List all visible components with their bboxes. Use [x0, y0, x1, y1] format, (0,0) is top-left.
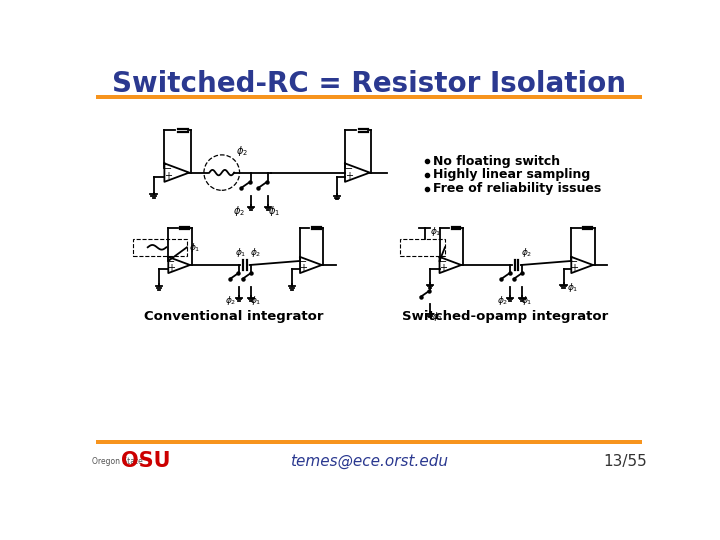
- Text: +: +: [300, 263, 307, 273]
- Text: OSU: OSU: [121, 451, 171, 471]
- Text: $\phi_2$: $\phi_2$: [225, 294, 237, 307]
- Text: −: −: [570, 256, 579, 267]
- Text: −: −: [168, 256, 176, 267]
- Text: Free of reliability issues: Free of reliability issues: [433, 183, 600, 195]
- Text: Switched-opamp integrator: Switched-opamp integrator: [402, 310, 608, 323]
- Text: $\phi_1$: $\phi_1$: [521, 294, 533, 307]
- Text: +: +: [570, 263, 579, 273]
- Text: temes@ece.orst.edu: temes@ece.orst.edu: [290, 454, 448, 469]
- Text: −: −: [438, 256, 447, 267]
- Bar: [96, 95, 642, 99]
- Text: $\phi_1$: $\phi_1$: [189, 241, 200, 254]
- Text: $\phi_2$: $\phi_2$: [236, 144, 248, 158]
- Text: $\phi_1$: $\phi_1$: [567, 281, 579, 294]
- Text: $\phi_1$: $\phi_1$: [432, 310, 444, 323]
- Bar: [96, 440, 642, 444]
- Text: Switched-RC = Resistor Isolation: Switched-RC = Resistor Isolation: [112, 70, 626, 98]
- Text: $\phi_2$: $\phi_2$: [233, 204, 245, 218]
- Text: +: +: [345, 171, 353, 181]
- Text: +: +: [164, 171, 172, 181]
- Text: −: −: [345, 164, 353, 174]
- Text: $\phi_2$: $\phi_2$: [521, 246, 533, 259]
- Text: Conventional integrator: Conventional integrator: [143, 310, 323, 323]
- Text: 13/55: 13/55: [603, 454, 647, 469]
- Text: +: +: [168, 263, 176, 273]
- Text: $\phi_1$: $\phi_1$: [250, 294, 261, 307]
- Text: −: −: [300, 256, 307, 267]
- Text: $\phi_1$: $\phi_1$: [269, 204, 281, 218]
- Text: No floating switch: No floating switch: [433, 154, 559, 167]
- Text: −: −: [164, 164, 172, 174]
- Text: $\phi_1$: $\phi_1$: [235, 246, 247, 259]
- Text: Oregon State: Oregon State: [91, 457, 143, 466]
- Text: $\phi_1$: $\phi_1$: [430, 225, 441, 238]
- Text: $\phi_2$: $\phi_2$: [250, 246, 261, 259]
- Text: $\phi_2$: $\phi_2$: [497, 294, 508, 307]
- Text: Highly linear sampling: Highly linear sampling: [433, 168, 590, 181]
- Text: +: +: [438, 263, 447, 273]
